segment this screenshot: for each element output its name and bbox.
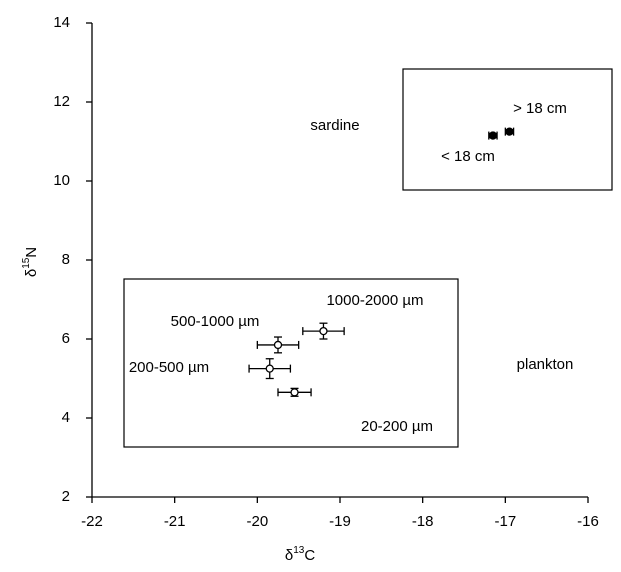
point-label: < 18 cm	[441, 148, 495, 165]
point	[265, 364, 274, 373]
y-tick-label: 6	[62, 330, 70, 347]
point-label: 200-500 µm	[129, 359, 209, 376]
x-tick-label: -16	[577, 513, 599, 530]
y-tick-label: 2	[62, 488, 70, 505]
point-label: > 18 cm	[513, 100, 567, 117]
x-axis-title: δ13C	[285, 545, 315, 564]
point	[488, 131, 498, 140]
point-label: 1000-2000 µm	[326, 292, 423, 309]
x-tick-label: -20	[246, 513, 268, 530]
y-title-symbol: δ	[23, 269, 40, 277]
y-axis-title: δ15N	[21, 247, 40, 277]
x-tick-label: -19	[329, 513, 351, 530]
plankton-box	[123, 278, 459, 448]
y-title-sup: 15	[21, 257, 32, 269]
point	[505, 127, 514, 136]
x-title-element: C	[304, 547, 315, 564]
x-title-sup: 13	[293, 545, 305, 556]
y-tick-label: 8	[62, 251, 70, 268]
x-tick-label: -17	[494, 513, 516, 530]
group-label: sardine	[310, 117, 359, 134]
point-label: 500-1000 µm	[171, 313, 260, 330]
x-tick-label: -22	[81, 513, 103, 530]
y-tick-label: 14	[53, 14, 70, 31]
x-tick-label: -18	[412, 513, 434, 530]
x-tick-label: -21	[164, 513, 186, 530]
y-tick-label: 4	[62, 409, 70, 426]
y-title-element: N	[23, 247, 40, 258]
point-label: 20-200 µm	[361, 418, 433, 435]
group-label: plankton	[517, 356, 574, 373]
x-title-symbol: δ	[285, 547, 293, 564]
y-tick-label: 10	[53, 172, 70, 189]
point	[273, 340, 283, 350]
point	[319, 326, 328, 336]
y-tick-label: 12	[53, 93, 70, 110]
point	[290, 388, 299, 397]
sardine-box	[402, 68, 613, 191]
